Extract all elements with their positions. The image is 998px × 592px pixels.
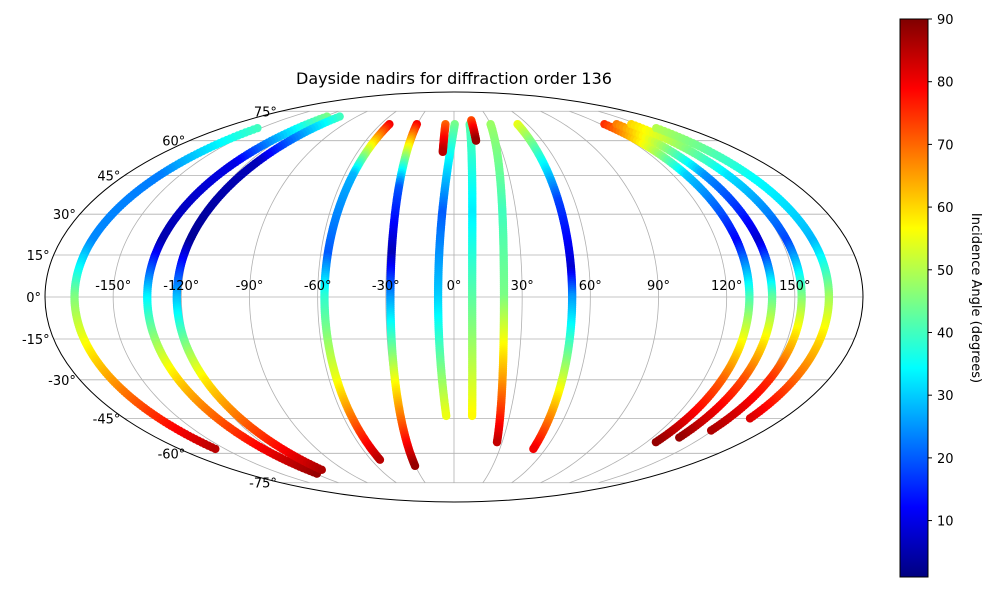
latitude-tick-label: -60°	[158, 447, 186, 462]
data-point	[317, 465, 326, 475]
data-point	[438, 147, 447, 157]
longitude-ticks: -150° -120° -90° -60° -30° 0° 30° 60° 90° 120° 150…	[95, 279, 810, 294]
colorbar-tick-label: 30	[937, 389, 954, 404]
longitude-tick-label: -150°	[95, 279, 131, 294]
data-point	[651, 437, 661, 447]
longitude-tick-label: -60°	[304, 279, 332, 294]
map-outline	[44, 91, 864, 503]
longitude-tick-label: -30°	[372, 279, 400, 294]
meridian-line	[540, 110, 659, 484]
data-point	[211, 444, 220, 454]
data-point	[467, 411, 477, 421]
longitude-tick-label: -120°	[163, 279, 199, 294]
meridian-line	[569, 110, 728, 484]
meridian-line	[317, 110, 397, 484]
data-point	[529, 444, 538, 454]
colorbar-tick-label: 40	[937, 327, 954, 342]
longitude-tick-label: 30°	[511, 279, 534, 294]
colorbar-tick-label: 60	[937, 201, 954, 216]
latitude-tick-label: 45°	[97, 170, 120, 185]
latitude-tick-label: 15°	[27, 249, 50, 264]
latitude-tick-label: 30°	[53, 208, 76, 223]
data-point	[375, 455, 385, 464]
colorbar-ticks: 10 20 30 40 50 60 70 80 90	[928, 13, 954, 530]
meridian-line	[249, 110, 368, 484]
longitude-tick-label: 60°	[579, 279, 602, 294]
longitude-tick-label: 150°	[779, 279, 810, 294]
data-points	[70, 112, 834, 478]
map-area: -150° -120° -90° -60° -30° 0° 30° 60° 90° 120° 150…	[22, 91, 864, 503]
meridian-line	[511, 110, 591, 484]
colorbar-label: Incidence Angle (degrees)	[968, 213, 983, 383]
colorbar-tick-label: 80	[937, 76, 954, 91]
latitude-tick-label: 0°	[26, 291, 41, 306]
colorbar-tick-label: 10	[937, 515, 954, 530]
data-point	[410, 461, 420, 471]
longitude-tick-label: 120°	[711, 279, 742, 294]
colorbar-tick-label: 50	[937, 264, 954, 279]
latitude-tick-label: -45°	[93, 412, 121, 427]
data-point	[745, 414, 755, 423]
latitude-tick-label: 60°	[162, 135, 185, 150]
colorbar-tick-label: 90	[937, 13, 954, 28]
meridian-line	[112, 110, 310, 484]
latitude-tick-label: -30°	[48, 374, 76, 389]
meridian-line	[180, 110, 339, 484]
meridian-line	[482, 111, 523, 483]
data-point	[675, 433, 684, 442]
longitude-tick-label: 0°	[447, 279, 462, 294]
latitude-tick-label: 75°	[254, 105, 277, 120]
chart-title: Dayside nadirs for diffraction order 136	[296, 69, 612, 88]
data-point	[471, 136, 481, 145]
latitude-ticks: 75° 60° 45° 30° 15° 0° -15° -30° -45° -60° -75°	[22, 105, 277, 491]
data-point	[492, 437, 502, 447]
data-point	[442, 411, 451, 421]
longitude-tick-label: -90°	[236, 279, 264, 294]
latitude-tick-label: -75°	[249, 477, 277, 492]
latitude-tick-label: -15°	[22, 333, 50, 348]
colorbar-gradient	[899, 18, 929, 578]
colorbar-tick-label: 20	[937, 452, 954, 467]
colorbar: 10 20 30 40 50 60 70 80 90 Incidence Angle (degr…	[899, 13, 983, 578]
colorbar-tick-label: 70	[937, 138, 954, 153]
longitude-tick-label: 90°	[647, 279, 670, 294]
data-point	[706, 426, 716, 435]
